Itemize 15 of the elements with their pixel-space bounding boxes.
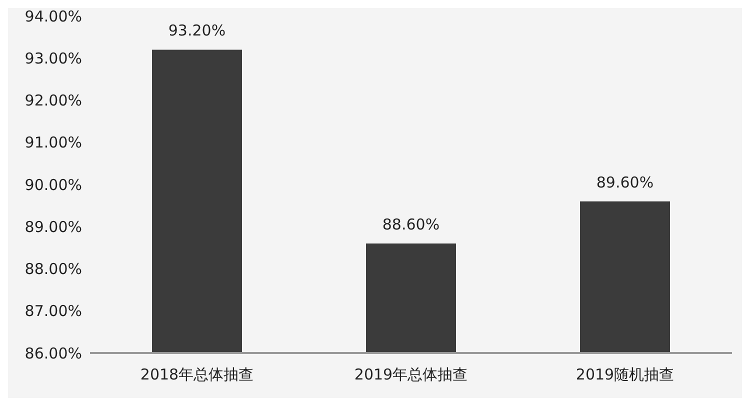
y-tick-label: 90.00% [24,176,82,194]
y-tick-label: 89.00% [24,218,82,236]
y-tick-label: 86.00% [24,344,82,362]
data-label: 93.20% [168,22,226,40]
y-tick-label: 93.00% [24,49,82,68]
y-tick-label: 88.00% [24,260,82,278]
x-tick-label: 2019年总体抽查 [354,366,468,384]
y-tick-label: 92.00% [24,92,82,110]
x-tick-label: 2018年总体抽查 [140,366,254,384]
y-tick-label: 91.00% [24,134,82,152]
data-label: 89.60% [596,173,654,192]
y-tick-label: 87.00% [24,302,82,320]
data-label: 88.60% [382,215,440,234]
y-tick-label: 94.00% [24,7,82,26]
x-tick-label: 2019随机抽查 [576,366,674,384]
